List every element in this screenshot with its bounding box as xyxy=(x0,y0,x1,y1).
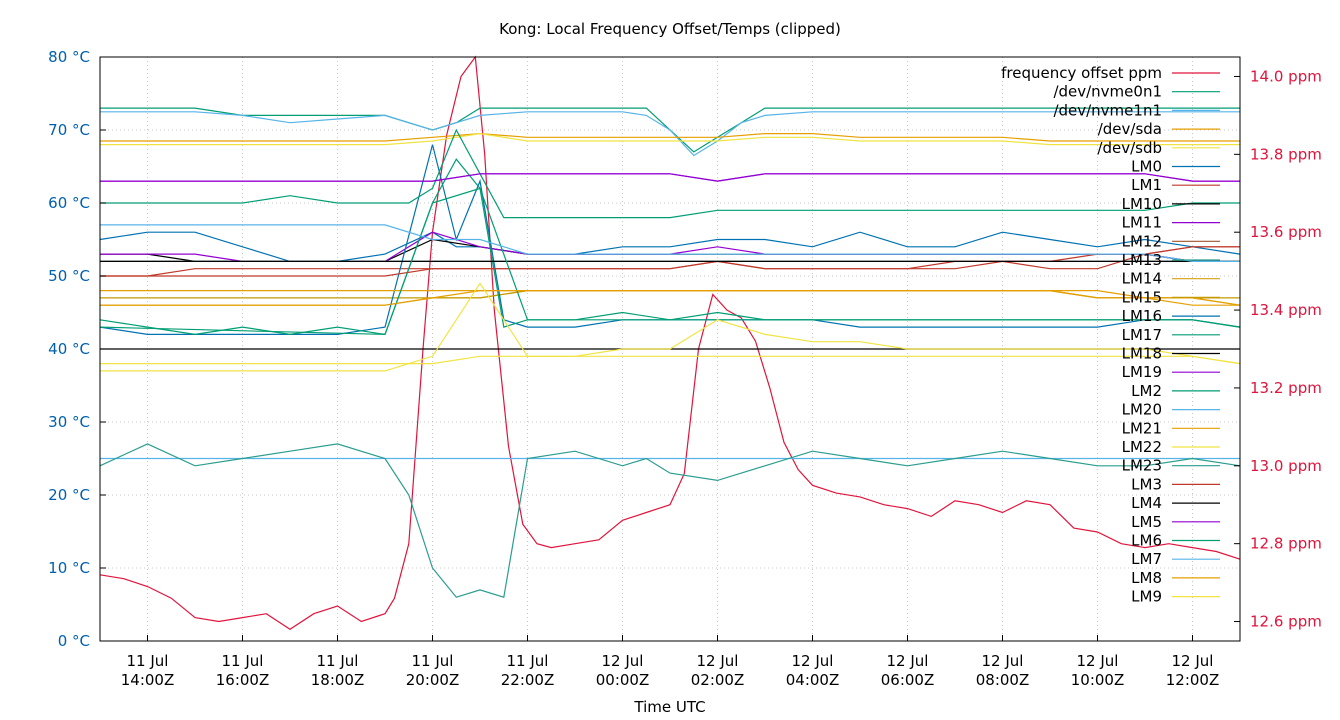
series-line-lm16 xyxy=(99,144,1241,335)
y-axis-right: 12.6 ppm 12.8 ppm 13.0 ppm 13.2 ppm 13.4 ppm… xyxy=(1234,67,1322,631)
legend-label-lm23: LM23 xyxy=(1122,457,1162,475)
x-tick-label-time: 10:00Z xyxy=(1071,671,1125,689)
x-tick-label-date: 12 Jul xyxy=(602,652,644,670)
legend-label-lm16: LM16 xyxy=(1122,307,1162,325)
series-line-lm6 xyxy=(99,187,1241,336)
x-tick-label-time: 20:00Z xyxy=(406,671,460,689)
legend-label-lm20: LM20 xyxy=(1122,401,1162,419)
legend-label-lm22: LM22 xyxy=(1122,438,1162,456)
legend-label-lm18: LM18 xyxy=(1122,345,1162,363)
legend-label-lm19: LM19 xyxy=(1122,363,1162,381)
x-tick-label-time: 16:00Z xyxy=(216,671,270,689)
x-tick-label-time: 22:00Z xyxy=(501,671,555,689)
y-tick-label: 30 °C xyxy=(48,413,90,431)
series-line-lm5 xyxy=(100,173,1240,182)
series-line-lm2 xyxy=(100,128,1240,219)
legend-label-lm12: LM12 xyxy=(1122,232,1162,250)
series-layer xyxy=(99,55,1241,631)
y-tick-label: 60 °C xyxy=(48,194,90,212)
x-tick-label-time: 12:00Z xyxy=(1166,671,1220,689)
series-line-lm22 xyxy=(100,355,1241,365)
y-tick-label: 80 °C xyxy=(48,48,90,66)
series-line-lm0 xyxy=(99,231,1241,262)
x-tick-label-date: 11 Jul xyxy=(127,652,169,670)
series-line-dev-sdb xyxy=(100,132,1240,146)
y-tick-label: 70 °C xyxy=(48,121,90,139)
legend-label-lm5: LM5 xyxy=(1131,513,1162,531)
legend-label-lm10: LM10 xyxy=(1122,195,1162,213)
y2-tick-label: 13.4 ppm xyxy=(1250,301,1322,319)
x-axis-title: Time UTC xyxy=(633,698,705,716)
y2-tick-label: 13.0 ppm xyxy=(1250,457,1322,475)
series-line-lm7 xyxy=(100,224,1240,262)
y2-tick-label: 14.0 ppm xyxy=(1250,67,1322,85)
series-line-frequency-offset-ppm xyxy=(99,55,1241,631)
legend-label-lm7: LM7 xyxy=(1131,550,1162,568)
x-tick-label-date: 12 Jul xyxy=(1172,652,1214,670)
y2-tick-label: 12.8 ppm xyxy=(1250,535,1322,553)
series-line-lm8 xyxy=(100,290,1240,306)
x-tick-label-time: 14:00Z xyxy=(121,671,175,689)
x-tick-label-date: 11 Jul xyxy=(507,652,549,670)
y-tick-label: 0 °C xyxy=(58,632,90,650)
series-line-lm3 xyxy=(100,246,1240,277)
x-tick-label-date: 12 Jul xyxy=(792,652,834,670)
y2-tick-label: 13.2 ppm xyxy=(1250,379,1322,397)
series-line-lm9 xyxy=(100,282,1241,372)
legend-label-dev-nvme1n1: /dev/nvme1n1 xyxy=(1053,101,1162,119)
x-tick-label-date: 12 Jul xyxy=(697,652,739,670)
legend-label-lm17: LM17 xyxy=(1122,326,1162,344)
series-line-lm19 xyxy=(100,173,1240,182)
legend-label-lm2: LM2 xyxy=(1131,382,1162,400)
chart-title: Kong: Local Frequency Offset/Temps (clip… xyxy=(499,20,841,38)
x-tick-label-time: 06:00Z xyxy=(881,671,935,689)
x-tick-label-time: 00:00Z xyxy=(596,671,650,689)
legend-label-dev-sda: /dev/sda xyxy=(1098,120,1162,138)
x-tick-label-date: 12 Jul xyxy=(1077,652,1119,670)
legend-label-lm0: LM0 xyxy=(1131,158,1162,176)
legend-label-frequency-offset-ppm: frequency offset ppm xyxy=(1001,64,1162,82)
legend-label-lm13: LM13 xyxy=(1122,251,1162,269)
legend-label-lm15: LM15 xyxy=(1122,288,1162,306)
legend-label-lm4: LM4 xyxy=(1131,494,1162,512)
series-line-dev-sda xyxy=(100,132,1240,142)
series-line-lm23 xyxy=(99,443,1241,598)
series-line-dev-nvme1n1 xyxy=(100,111,1240,157)
legend-label-lm1: LM1 xyxy=(1131,176,1162,194)
y-tick-label: 10 °C xyxy=(48,559,90,577)
x-tick-label-date: 11 Jul xyxy=(222,652,264,670)
legend-label-lm3: LM3 xyxy=(1131,475,1162,493)
y2-tick-label: 13.6 ppm xyxy=(1250,223,1322,241)
x-tick-label-date: 12 Jul xyxy=(887,652,929,670)
legend-label-lm21: LM21 xyxy=(1122,419,1162,437)
legend: frequency offset ppm/dev/nvme0n1/dev/nvm… xyxy=(1001,64,1220,606)
legend-label-dev-sdb: /dev/sdb xyxy=(1097,139,1162,157)
x-tick-label-date: 11 Jul xyxy=(317,652,359,670)
legend-label-lm6: LM6 xyxy=(1131,532,1162,550)
series-line-lm15 xyxy=(100,290,1240,299)
y2-tick-label: 12.6 ppm xyxy=(1250,613,1322,631)
legend-label-dev-nvme0n1: /dev/nvme0n1 xyxy=(1053,83,1162,101)
y2-tick-label: 13.8 ppm xyxy=(1250,145,1322,163)
y-axis-left: 0 °C 10 °C 20 °C 30 °C 40 °C 50 °C 60 °C 70 °C 8… xyxy=(48,48,106,650)
x-tick-label-time: 02:00Z xyxy=(691,671,745,689)
x-tick-label-time: 18:00Z xyxy=(311,671,365,689)
legend-label-lm11: LM11 xyxy=(1122,214,1162,232)
x-tick-label-time: 08:00Z xyxy=(976,671,1030,689)
x-tick-label-date: 11 Jul xyxy=(412,652,454,670)
x-tick-label-time: 04:00Z xyxy=(786,671,840,689)
x-tick-label-date: 12 Jul xyxy=(982,652,1024,670)
y-tick-label: 40 °C xyxy=(48,340,90,358)
y-tick-label: 20 °C xyxy=(48,486,90,504)
y-tick-label: 50 °C xyxy=(48,267,90,285)
legend-label-lm9: LM9 xyxy=(1131,588,1162,606)
legend-label-lm8: LM8 xyxy=(1131,569,1162,587)
legend-label-lm14: LM14 xyxy=(1122,270,1162,288)
